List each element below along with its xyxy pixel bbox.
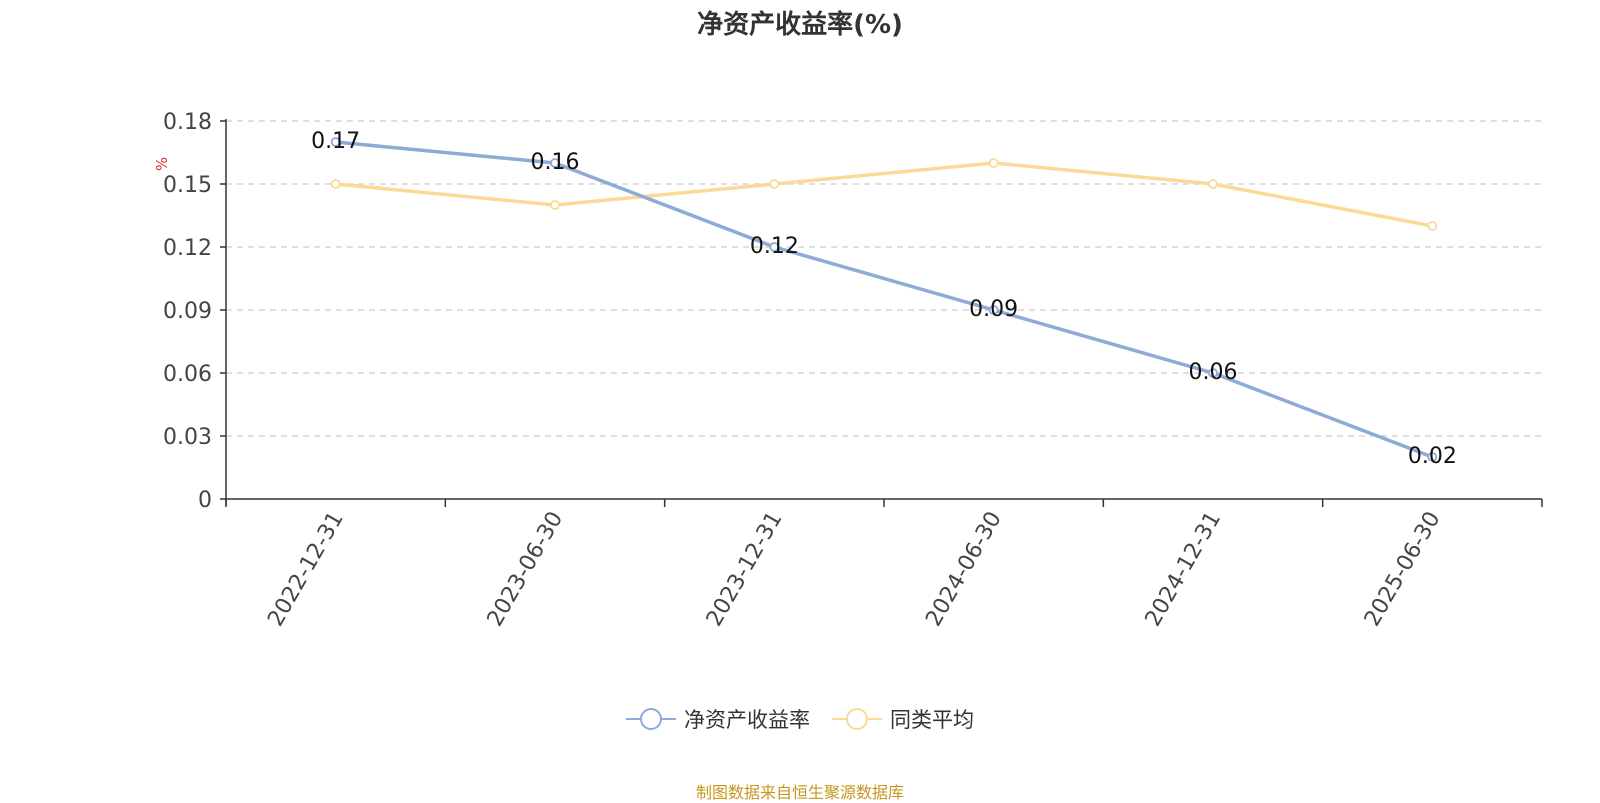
data-label: 0.09 [969, 297, 1018, 322]
chart-title: 净资产收益率(%) [697, 10, 903, 40]
x-tick-label: 2022-12-31 [263, 508, 349, 631]
data-point-series-1 [550, 158, 560, 168]
data-label: 0.17 [311, 129, 360, 154]
source-note: 制图数据来自恒生聚源数据库 [695, 783, 904, 802]
y-tick-label: 0.18 [163, 110, 212, 135]
legend-label-series-2: 同类平均 [890, 708, 974, 732]
data-point-series-1 [1427, 452, 1438, 462]
series-layer [330, 137, 1438, 462]
x-tick-label: 2023-06-30 [483, 508, 569, 631]
y-tick-label: 0.15 [163, 173, 212, 198]
data-point-series-2 [1427, 221, 1438, 231]
legend: 净资产收益率 同类平均 [0, 704, 1600, 734]
x-tick-label: 2023-12-31 [702, 508, 788, 631]
legend-swatch-series-2 [832, 708, 882, 730]
legend-swatch-series-1 [626, 708, 676, 730]
series-line-2 [335, 161, 1433, 228]
data-point-series-1 [988, 305, 999, 315]
x-tick-label: 2025-06-30 [1360, 508, 1446, 631]
data-point-series-1 [330, 137, 341, 147]
data-label: 0.06 [1189, 360, 1238, 385]
data-point-series-2 [1208, 179, 1218, 189]
data-point-series-2 [769, 179, 780, 189]
x-tick-label: 2024-06-30 [921, 508, 1007, 631]
data-point-series-2 [550, 200, 560, 210]
data-point-series-2 [988, 158, 999, 168]
data-label: 0.12 [750, 234, 799, 259]
data-point-series-2 [330, 179, 341, 189]
data-label: 0.16 [531, 150, 580, 175]
y-tick-label: 0.06 [163, 362, 212, 387]
series-line-1 [335, 140, 1433, 459]
legend-item-series-2[interactable]: 同类平均 [832, 704, 974, 734]
data-point-series-1 [769, 242, 780, 252]
legend-label-series-1: 净资产收益率 [684, 708, 810, 732]
y-tick-label: 0.03 [163, 425, 212, 450]
y-tick-label: 0.09 [163, 299, 212, 324]
y-tick-label: 0.12 [163, 236, 212, 261]
data-label: 0.02 [1408, 444, 1457, 469]
legend-item-series-1[interactable]: 净资产收益率 [626, 704, 810, 734]
label-layer: 0.17 0.16 0.12 0.09 0.06 0.02 [311, 129, 1457, 469]
y-tick-label: 0 [198, 488, 212, 513]
data-point-series-1 [1208, 368, 1218, 378]
x-tick-label: 2024-12-31 [1141, 508, 1227, 631]
y-axis-label: % [153, 157, 171, 171]
